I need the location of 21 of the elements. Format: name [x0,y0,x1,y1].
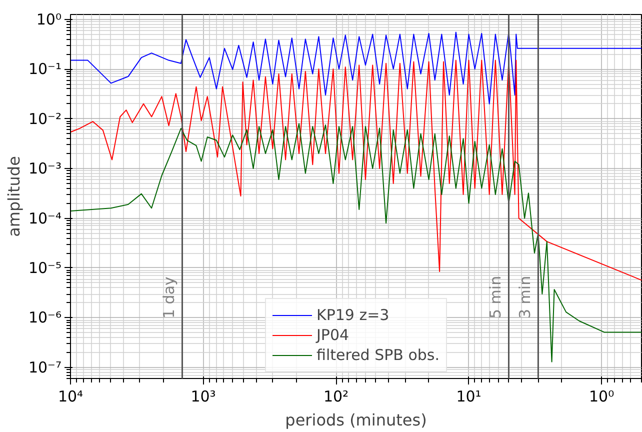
y-tick-label: 10⁻² [28,110,62,128]
y-axis-title: amplitude [4,156,24,237]
legend-label: JP04 [316,326,350,344]
ref-line-label: 3 min [516,276,534,318]
x-tick-label: 10⁴ [58,388,84,406]
x-tick-label: 10⁰ [588,388,614,406]
legend-label: filtered SPB obs. [316,346,440,364]
ref-line-label: 5 min [486,276,505,318]
y-tick-label: 10⁻¹ [28,60,62,78]
y-tick-label: 10⁰ [36,10,62,28]
y-tick-label: 10⁻⁶ [28,308,62,327]
y-tick-label: 10⁻⁷ [28,358,62,376]
x-tick-label: 10³ [190,388,216,406]
ref-line-label: 1 day [160,276,178,318]
x-tick-label: 10² [323,388,349,406]
legend-label: KP19 z=3 [316,306,390,324]
x-axis-title: periods (minutes) [285,410,427,430]
x-tick-label: 10¹ [456,388,482,406]
y-tick-label: 10⁻⁴ [28,209,62,228]
y-tick-label: 10⁻⁵ [28,258,62,277]
y-tick-label: 10⁻³ [28,160,62,178]
